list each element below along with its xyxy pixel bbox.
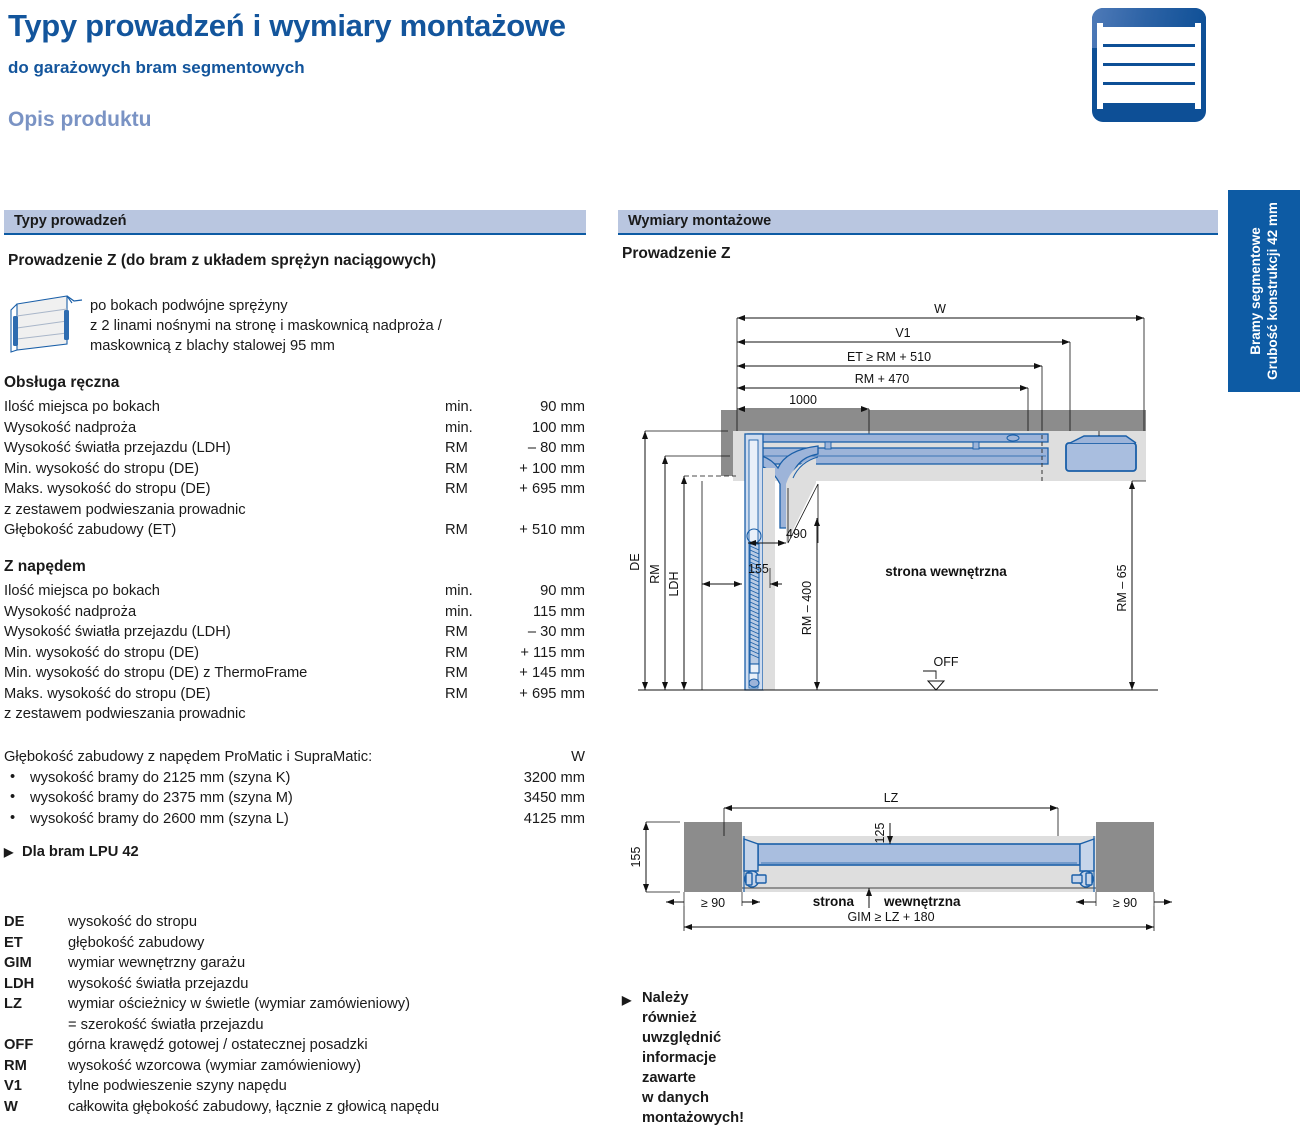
page-subtitle: do garażowych bram segmentowych [8,58,305,77]
spec-row: Min. wysokość do stropu (DE) RM + 115 mm [4,644,585,661]
dim-1000: 1000 [789,393,817,407]
label-off: OFF [934,655,959,669]
dim-lz: LZ [884,791,899,805]
spec-row: Głębokość zabudowy (ET) RM + 510 mm [4,522,585,538]
dim-rm65: RM – 65 [1115,564,1129,611]
depth-title-row: Głębokość zabudowy z napędem ProMatic i … [4,749,585,765]
side-tab-line2: Grubość konstrukcji 42 mm [1265,202,1280,380]
spec-row: Wysokość nadproża min. 100 mm [4,419,585,436]
dim-min90-right: ≥ 90 [1113,896,1137,910]
note-line-1: Należy również uwzględnić informacje zaw… [642,990,722,1086]
spec-row: z zestawem podwieszania prowadnic [4,501,246,518]
note-line-2: w danych montażowych! [642,1090,745,1126]
section-label: Opis produktu [8,108,152,131]
dim-ldh: LDH [667,571,681,596]
dim-min90-left: ≥ 90 [701,896,725,910]
spec-row: z zestawem podwieszania prowadnic [4,706,246,722]
right-section-bar-label: Wymiary montażowe [628,213,772,229]
side-tab-line1: Bramy segmentowe [1248,227,1263,355]
bullet-dot: • [10,809,16,826]
right-section-bar: Wymiary montażowe [618,210,1218,235]
label-strona: strona [813,894,855,909]
side-elevation-drawing: W V1 ET ≥ RM + 510 RM + 470 1000 [628,302,1158,691]
triangle-right-icon: ▶ [622,993,632,1007]
triangle-right-icon: ▶ [4,845,14,859]
spec-row: Ilość miejsca po bokach min. 90 mm [4,399,585,415]
left-section-bar-label: Typy prowadzeń [14,213,127,229]
bullet-dot: • [10,768,16,785]
bullet-dot: • [10,789,16,805]
page-header: Typy prowadzeń i wymiary montażowe do ga… [0,0,1300,185]
spec-row: Wysokość światła przejazdu (LDH) RM – 30… [4,624,585,640]
dim-rm470: RM + 470 [855,372,910,386]
spec-row: Min. wysokość do stropu (DE) RM + 100 mm [4,460,585,477]
side-tab-category: Bramy segmentowe Grubość konstrukcji 42 … [1228,190,1300,392]
left-section-bar: Typy prowadzeń [4,210,586,235]
spec-row: Wysokość nadproża min. 115 mm [4,603,585,620]
dim-rm400: RM – 400 [800,581,814,635]
spec-row: Maks. wysokość do stropu (DE) RM + 695 m… [4,685,585,702]
right-heading: Prowadzenie Z [622,245,731,262]
dim-de: DE [628,553,642,570]
garage-door-spring-icon [10,295,83,353]
dim-gim: GIM ≥ LZ + 180 [847,910,934,924]
left-heading: Prowadzenie Z (do bram z układem sprężyn… [8,252,437,269]
spec-row: Wysokość światła przejazdu (LDH) RM – 80… [4,440,585,456]
dim-490: 490 [786,527,807,541]
icon-text-line-1: po bokach podwójne sprężyny [90,298,288,314]
dim-et: ET ≥ RM + 510 [847,350,931,364]
label-strona-wewnetrzna: strona wewnętrzna [885,564,1007,579]
dim-155: 155 [748,562,769,576]
label-wewnetrzna: wewnętrzna [883,894,961,909]
icon-text-line-3: maskownicą z blachy stalowej 95 mm [90,338,335,354]
manual-title: Obsługa ręczna [4,374,120,391]
plan-section-drawing: LZ 125 155 ≥ 90 ≥ 90 strona wewnętrzna G… [629,791,1172,931]
garage-door-logo-icon [1092,8,1206,122]
page-title: Typy prowadzeń i wymiary montażowe [8,8,566,43]
powered-title: Z napędem [4,558,86,575]
icon-text-line-2: z 2 linami nośnymi na stronę i maskownic… [90,318,442,334]
dim-rm: RM [648,564,662,583]
spec-row: Min. wysokość do stropu (DE) z ThermoFra… [4,665,585,681]
dim-155-plan: 155 [629,847,643,868]
spec-row: Ilość miejsca po bokach min. 90 mm [4,583,585,599]
dim-v1: V1 [895,326,910,340]
dim-125: 125 [873,823,887,844]
dim-w: W [934,302,946,316]
spec-row: Maks. wysokość do stropu (DE) RM + 695 m… [4,481,585,497]
